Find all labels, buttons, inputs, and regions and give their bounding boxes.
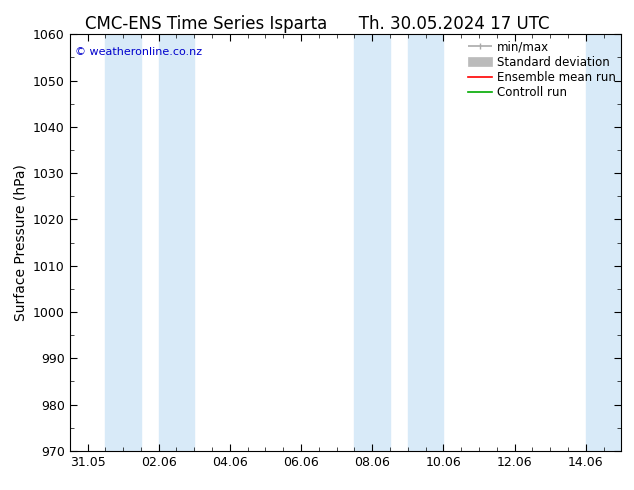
Bar — [105, 34, 141, 451]
Bar — [586, 34, 621, 451]
Text: © weatheronline.co.nz: © weatheronline.co.nz — [75, 47, 202, 57]
Bar — [408, 34, 443, 451]
Bar — [354, 34, 390, 451]
Y-axis label: Surface Pressure (hPa): Surface Pressure (hPa) — [13, 164, 27, 321]
Bar — [158, 34, 194, 451]
Legend: min/max, Standard deviation, Ensemble mean run, Controll run: min/max, Standard deviation, Ensemble me… — [466, 38, 618, 101]
Text: CMC-ENS Time Series Isparta      Th. 30.05.2024 17 UTC: CMC-ENS Time Series Isparta Th. 30.05.20… — [85, 15, 549, 33]
